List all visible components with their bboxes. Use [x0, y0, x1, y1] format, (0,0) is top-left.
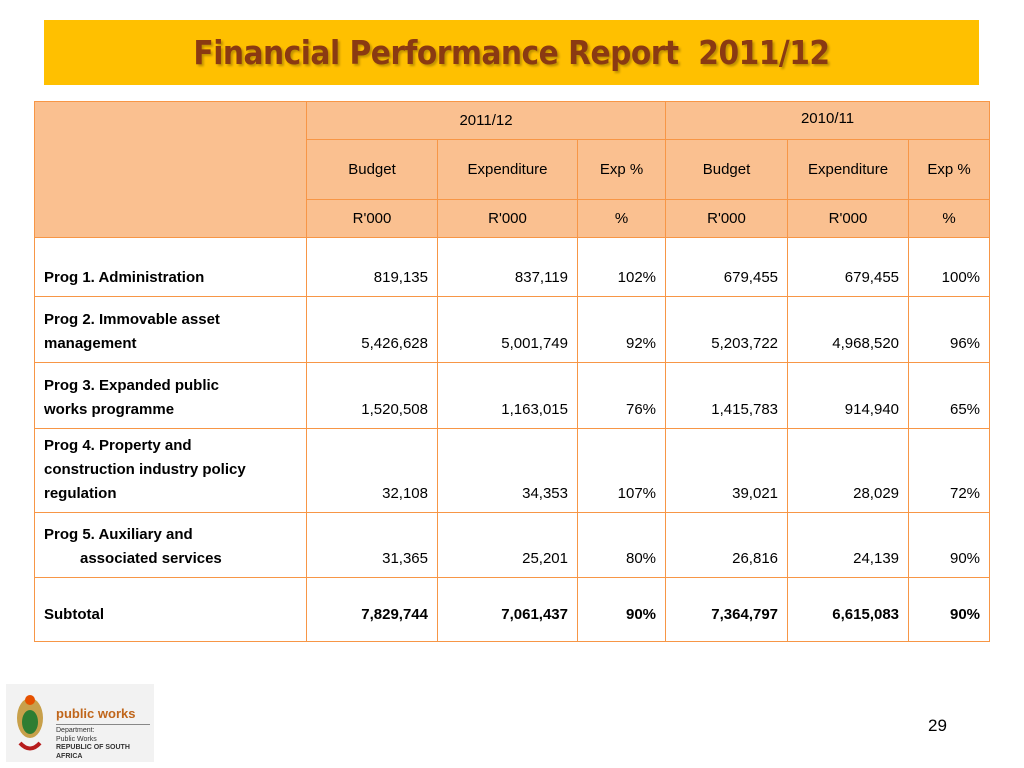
label-line: Prog 2. Immovable asset [44, 311, 220, 328]
logo-line: REPUBLIC OF SOUTH AFRICA [56, 744, 130, 760]
column-header: Budget [665, 139, 789, 200]
row-label: Prog 2. Immovable asset management [34, 296, 307, 363]
value-cell: 90% [908, 512, 991, 578]
row-label: Prog 3. Expanded public works programme [34, 362, 307, 429]
coat-of-arms [17, 695, 43, 751]
label-line: Prog 1. Administration [44, 269, 205, 286]
value-cell: 5,203,722 [665, 296, 789, 363]
unit-header: R'000 [787, 199, 910, 238]
value-cell: 96% [908, 296, 991, 363]
row-label: Prog 1. Administration [34, 237, 307, 297]
value-cell: 102% [576, 237, 667, 297]
unit-header: % [908, 199, 991, 238]
unit-header: R'000 [306, 199, 438, 238]
unit-header: % [576, 199, 667, 238]
logo-line: Department: [56, 727, 95, 734]
report-table: 2011/12 2010/11 Budget Expenditure Exp % Bu… [34, 101, 991, 642]
value-cell: 1,520,508 [306, 362, 438, 429]
logo-line: Public Works [56, 735, 97, 743]
value-cell: 25,201 [437, 512, 578, 578]
label-line: management [44, 335, 137, 352]
value-cell: 90% [908, 577, 991, 642]
data-row: Prog 4. Property and construction industr… [34, 428, 991, 513]
period-cell: 2011/12 [305, 101, 667, 140]
value-cell: 837,119 [437, 237, 578, 297]
label-line: Prog 3. Expanded public [44, 377, 220, 394]
value-cell: 31,365 [306, 512, 438, 578]
data-row: Prog 5. Auxiliary and associated services… [34, 512, 991, 578]
value-cell: 679,455 [787, 237, 910, 297]
value-cell: 7,829,744 [306, 577, 438, 642]
value-cell: 72% [908, 428, 991, 513]
value-cell: 7,061,437 [437, 577, 578, 642]
row-label: Subtotal [34, 577, 307, 642]
value-cell: 39,021 [665, 428, 789, 513]
unit-row: R'000 R'000% R'000 R'000% [35, 199, 991, 238]
data-row: Prog 2. Immovable asset management 5,426,6… [34, 296, 991, 363]
label-line: Subtotal [44, 606, 104, 623]
period-cell: 2010/11 [665, 101, 991, 140]
value-cell: 92% [576, 296, 667, 363]
value-cell: 65% [908, 362, 991, 429]
label-line: regulation [44, 485, 117, 502]
title-banner: Financial Performance Report 2011/12 [44, 20, 979, 85]
value-cell: 914,940 [787, 362, 910, 429]
value-cell: 28,029 [787, 428, 910, 513]
column-header: Exp % [908, 139, 991, 200]
value-cell: 5,001,749 [437, 296, 578, 363]
value-cell: 80% [576, 512, 667, 578]
value-cell: 76% [576, 362, 667, 429]
data-row: Prog 1. Administration 819,135 837,119 102%… [34, 237, 991, 297]
value-cell: 34,353 [437, 428, 578, 513]
corner-cell [34, 101, 307, 238]
logo-name: public works [56, 706, 136, 721]
value-cell: 7,364,797 [665, 577, 789, 642]
period-row: 2011/12 2010/11 [34, 101, 991, 238]
page-number: 29 [928, 716, 947, 735]
label-line: associated services [80, 550, 222, 567]
value-cell: 6,615,083 [787, 577, 910, 642]
value-cell: 24,139 [787, 512, 910, 578]
value-cell: 4,968,520 [787, 296, 910, 363]
column-header: Budget [306, 139, 438, 200]
value-cell: 819,135 [306, 237, 438, 297]
label-line: works programme [44, 401, 175, 418]
value-cell: 100% [908, 237, 991, 297]
value-cell: 32,108 [306, 428, 438, 513]
unit-header: R'000 [665, 199, 789, 238]
value-cell: 679,455 [665, 237, 789, 297]
value-cell: 1,415,783 [665, 362, 789, 429]
logo-lines: Department: Public Works REPUBLIC OF SOU… [56, 727, 154, 761]
label-line: Prog 4. Property and [44, 437, 192, 454]
column-header: Expenditure [787, 139, 910, 200]
unit-header: R'000 [437, 199, 578, 238]
label-line: construction industry policy [44, 461, 246, 478]
slide-title: Financial Performance Report 2011/12 [193, 33, 830, 72]
column-header: Exp % [576, 139, 667, 200]
row-label: Prog 4. Property and construction industr… [34, 428, 307, 513]
row-label: Prog 5. Auxiliary and associated services [34, 512, 307, 578]
column-row: Budget Expenditure Exp % Budget Expenditure E… [35, 139, 991, 200]
value-cell: 107% [576, 428, 667, 513]
label-line: Prog 5. Auxiliary and [44, 526, 193, 543]
data-row: Prog 3. Expanded public works programme 1,… [34, 362, 991, 429]
logo: public works Department: Public Works RE… [6, 684, 154, 762]
subtotal-row: Subtotal 7,829,744 7,061,437 90% 7,364,797 6,… [34, 577, 991, 642]
value-cell: 90% [576, 577, 667, 642]
value-cell: 5,426,628 [306, 296, 438, 363]
value-cell: 26,816 [665, 512, 789, 578]
value-cell: 1,163,015 [437, 362, 578, 429]
column-header: Expenditure [437, 139, 578, 200]
